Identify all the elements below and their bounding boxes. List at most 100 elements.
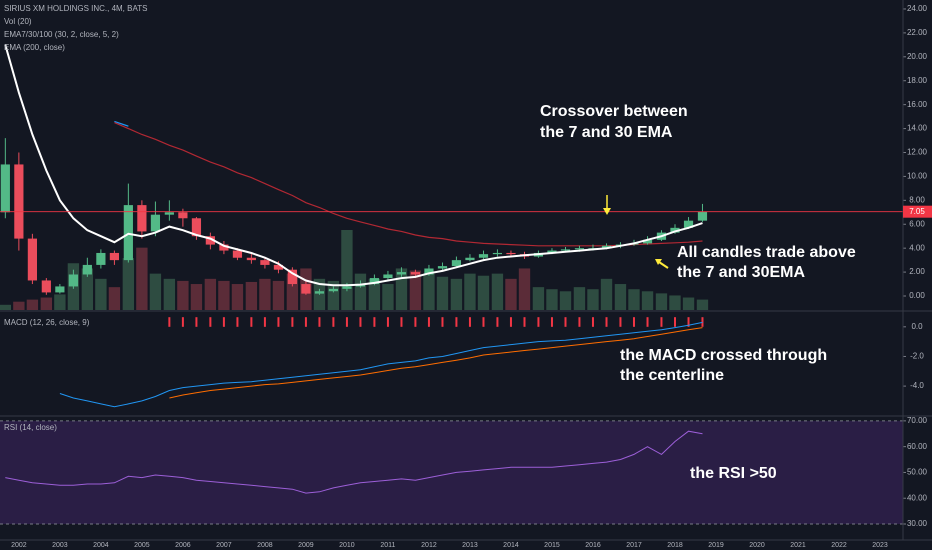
x-tick-label: 2003: [52, 542, 68, 549]
line-series: [4, 44, 703, 287]
x-tick-label: 2007: [216, 542, 232, 549]
histogram-bar: [687, 317, 690, 327]
x-tick-label: 2017: [626, 542, 642, 549]
pane-title: MACD (12, 26, close, 9): [4, 318, 90, 327]
candle-body: [178, 212, 188, 219]
candle-body: [369, 278, 380, 285]
volume-bar: [354, 273, 367, 310]
candle-body: [301, 284, 311, 294]
histogram-bar: [181, 317, 184, 327]
pane-title: RSI (14, close): [4, 423, 57, 432]
volume-bar: [286, 273, 299, 310]
volume-bar: [368, 278, 381, 310]
histogram-bar: [537, 317, 540, 327]
y-tick-label: 0.0: [911, 322, 923, 331]
histogram-bar: [332, 317, 335, 327]
histogram-bar: [263, 317, 266, 327]
annotation: the MACD crossed through: [620, 347, 827, 364]
candle-body: [465, 257, 475, 261]
volume-bar: [40, 297, 53, 310]
histogram-bar: [400, 317, 403, 327]
y-tick-label: 0.00: [909, 291, 925, 300]
candle-body: [219, 244, 229, 251]
y-tick-label: 8.00: [909, 195, 925, 204]
volume-bar: [395, 268, 408, 310]
histogram-bar: [427, 317, 430, 327]
histogram-bar: [605, 317, 608, 327]
histogram-bar: [222, 317, 225, 327]
candle-body: [451, 260, 462, 267]
candle-body: [601, 245, 612, 249]
histogram-bar: [304, 317, 307, 327]
volume-bar: [259, 278, 271, 310]
volume-bar: [177, 280, 189, 310]
candle-body: [150, 214, 161, 232]
volume-bar: [546, 289, 558, 310]
annotation: All candles trade above: [677, 244, 856, 261]
volume-bar: [669, 295, 681, 310]
volume-bar: [26, 299, 39, 310]
x-tick-label: 2021: [790, 542, 806, 549]
candle-body: [287, 269, 297, 285]
x-tick-label: 2015: [544, 542, 560, 549]
y-tick-label: -4.0: [910, 381, 924, 390]
candle-body: [273, 264, 284, 270]
volume-bar: [327, 280, 340, 310]
legend-entry: EMA (200, close): [4, 43, 65, 52]
candle-body: [383, 274, 393, 279]
volume-bar: [81, 268, 94, 310]
line-series: [169, 327, 703, 399]
volume-bar: [450, 278, 463, 310]
symbol-title: SIRIUS XM HOLDINGS INC., 4M, BATS: [4, 4, 147, 13]
x-tick-label: 2011: [380, 542, 395, 549]
x-tick-label: 2018: [667, 542, 683, 549]
candle-body: [27, 238, 37, 281]
candle-body: [137, 205, 147, 232]
volume-bar: [341, 230, 353, 310]
x-tick-label: 2005: [134, 542, 150, 549]
y-tick-label: 18.00: [907, 76, 928, 85]
y-tick-label: 2.00: [909, 267, 925, 276]
candle-body: [506, 252, 516, 255]
histogram-bar: [523, 317, 526, 327]
volume-bar: [108, 287, 121, 310]
histogram-bar: [509, 317, 512, 327]
histogram-bar: [441, 317, 444, 327]
candle-body: [55, 286, 65, 293]
price-label: 7.05: [909, 207, 925, 216]
volume-bar: [218, 280, 230, 310]
histogram-bar: [660, 317, 663, 327]
volume-bar: [682, 297, 695, 310]
candle-body: [547, 250, 557, 253]
histogram-bar: [701, 317, 704, 327]
histogram-bar: [455, 317, 458, 327]
x-tick-label: 2020: [749, 542, 765, 549]
y-tick-label: 14.00: [907, 124, 928, 133]
volume-bar: [382, 284, 394, 310]
candle-body: [0, 164, 10, 213]
candle-body: [109, 252, 120, 261]
y-tick-label: 70.00: [907, 416, 928, 425]
x-tick-label: 2010: [339, 542, 355, 549]
histogram-bar: [345, 317, 348, 327]
histogram-bar: [591, 317, 594, 327]
volume-bar: [491, 273, 504, 310]
annotation: the centerline: [620, 367, 724, 384]
volume-bar: [532, 287, 545, 310]
rsi-band: [0, 420, 903, 525]
candle-body: [424, 268, 434, 275]
candle-body: [670, 227, 680, 233]
y-tick-label: -2.0: [910, 352, 924, 361]
x-tick-label: 2008: [257, 542, 273, 549]
x-tick-label: 2019: [708, 542, 724, 549]
volume-bar: [573, 287, 586, 310]
histogram-bar: [646, 317, 649, 327]
volume-bar: [614, 284, 627, 310]
histogram-bar: [564, 317, 567, 327]
y-tick-label: 50.00: [907, 468, 928, 477]
candle-body: [246, 257, 256, 261]
histogram-bar: [550, 317, 553, 327]
histogram-bar: [291, 317, 294, 327]
candle-body: [314, 291, 325, 294]
volume-bar: [231, 284, 244, 310]
